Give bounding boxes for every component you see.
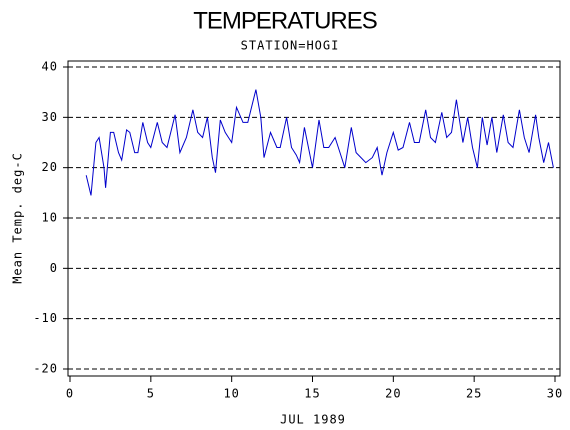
- y-tick-label: 30: [42, 110, 58, 124]
- y-tick-label: 40: [42, 60, 58, 74]
- x-tick-label: 20: [385, 387, 401, 401]
- chart-subtitle: STATION=HOGI: [241, 39, 340, 53]
- x-tick-label: 30: [547, 387, 563, 401]
- y-tick-label: -20: [33, 362, 58, 376]
- data-line: [85, 89, 554, 196]
- y-tick-label: 0: [50, 261, 58, 275]
- x-tick-label: 0: [66, 387, 74, 401]
- y-axis-label: Mean Temp. deg-C: [11, 152, 25, 284]
- y-tick-label: 20: [42, 160, 58, 174]
- x-tick-label: 10: [223, 387, 239, 401]
- x-axis-label: JUL 1989: [280, 413, 346, 427]
- chart-title: TEMPERATURES: [193, 7, 377, 34]
- y-tick-label: 10: [42, 211, 58, 225]
- y-tick-label: -10: [33, 311, 58, 325]
- x-tick-label: 15: [304, 387, 320, 401]
- x-tick-label: 25: [466, 387, 482, 401]
- x-tick-label: 5: [147, 387, 155, 401]
